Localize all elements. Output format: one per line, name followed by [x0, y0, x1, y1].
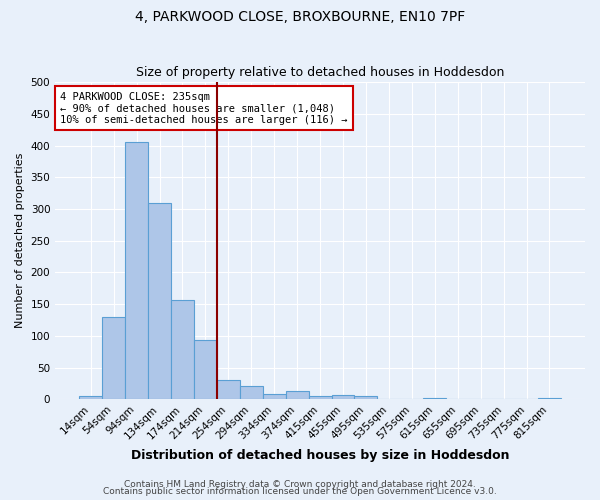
Bar: [125, 142, 148, 400]
Bar: [102, 317, 125, 400]
Text: Contains HM Land Registry data © Crown copyright and database right 2024.: Contains HM Land Registry data © Crown c…: [124, 480, 476, 489]
Bar: [355, 396, 377, 400]
Bar: [240, 386, 263, 400]
Title: Size of property relative to detached houses in Hoddesdon: Size of property relative to detached ho…: [136, 66, 504, 80]
Text: Contains public sector information licensed under the Open Government Licence v3: Contains public sector information licen…: [103, 487, 497, 496]
Bar: [171, 300, 194, 400]
Bar: [79, 396, 102, 400]
Bar: [263, 394, 286, 400]
Bar: [423, 398, 446, 400]
Bar: [308, 396, 332, 400]
Y-axis label: Number of detached properties: Number of detached properties: [15, 153, 25, 328]
Bar: [217, 380, 240, 400]
Bar: [148, 202, 171, 400]
Bar: [332, 395, 355, 400]
Bar: [538, 398, 561, 400]
Text: 4 PARKWOOD CLOSE: 235sqm
← 90% of detached houses are smaller (1,048)
10% of sem: 4 PARKWOOD CLOSE: 235sqm ← 90% of detach…: [61, 92, 348, 125]
Bar: [286, 391, 308, 400]
Bar: [194, 340, 217, 400]
X-axis label: Distribution of detached houses by size in Hoddesdon: Distribution of detached houses by size …: [131, 450, 509, 462]
Text: 4, PARKWOOD CLOSE, BROXBOURNE, EN10 7PF: 4, PARKWOOD CLOSE, BROXBOURNE, EN10 7PF: [135, 10, 465, 24]
